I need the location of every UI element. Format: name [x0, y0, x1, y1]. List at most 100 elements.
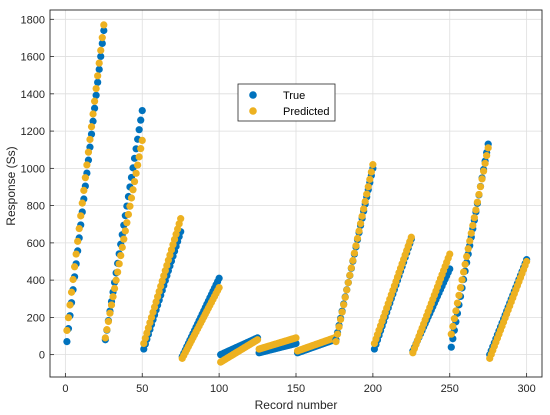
y-tick-label: 1400 — [21, 89, 45, 101]
predicted-point — [115, 260, 123, 268]
predicted-point — [344, 279, 352, 287]
predicted-point — [71, 263, 79, 271]
predicted-point — [347, 264, 355, 272]
legend-box — [237, 83, 336, 122]
predicted-point — [138, 136, 146, 145]
predicted-point — [452, 307, 460, 315]
predicted-point — [453, 299, 462, 307]
true-point — [97, 52, 105, 61]
y-tick-label: 400 — [27, 275, 45, 287]
predicted-point — [66, 301, 74, 309]
predicted-point — [98, 34, 106, 42]
predicted-point — [332, 338, 340, 346]
predicted-point — [340, 301, 348, 309]
y-tick-label: 800 — [27, 201, 45, 213]
predicted-point — [74, 237, 82, 245]
legend-marker-true — [249, 91, 257, 99]
predicted-point — [117, 251, 125, 260]
true-point — [63, 338, 71, 346]
predicted-point — [114, 268, 122, 276]
predicted-point — [67, 288, 76, 296]
predicted-point — [106, 309, 114, 317]
predicted-point — [78, 199, 86, 207]
predicted-point — [75, 224, 83, 233]
predicted-point — [103, 326, 111, 334]
predicted-point — [104, 317, 113, 326]
predicted-point — [97, 46, 105, 54]
x-tick-label: 50 — [136, 383, 148, 395]
predicted-point — [367, 168, 375, 176]
predicted-point — [360, 205, 368, 213]
predicted-point — [127, 194, 136, 202]
predicted-point — [135, 153, 143, 161]
predicted-point — [369, 161, 377, 169]
true-point — [137, 116, 145, 124]
predicted-point — [109, 293, 117, 301]
predicted-point — [358, 212, 366, 220]
predicted-point — [333, 330, 342, 338]
predicted-point — [343, 286, 351, 294]
predicted-point — [466, 237, 474, 245]
predicted-point — [366, 175, 374, 183]
predicted-point — [90, 97, 99, 105]
predicted-point — [95, 59, 103, 67]
predicted-point — [475, 190, 483, 199]
predicted-point — [110, 284, 119, 293]
predicted-point — [341, 293, 349, 301]
predicted-point — [92, 84, 100, 93]
predicted-point — [120, 235, 128, 243]
predicted-point — [449, 322, 457, 330]
legend: True Predicted — [237, 83, 336, 122]
predicted-point — [177, 215, 185, 223]
true-point — [135, 126, 143, 134]
predicted-point — [126, 202, 134, 210]
true-point — [89, 117, 97, 125]
predicted-point — [455, 291, 463, 299]
predicted-point — [86, 135, 94, 144]
predicted-point — [476, 183, 485, 191]
predicted-point — [64, 314, 73, 322]
predicted-point — [363, 190, 371, 198]
predicted-point — [446, 250, 454, 258]
predicted-point — [215, 283, 223, 292]
predicted-point — [72, 250, 80, 258]
y-tick-label: 1800 — [21, 14, 45, 26]
predicted-point — [137, 145, 145, 153]
predicted-point — [350, 249, 359, 257]
predicted-point — [130, 177, 139, 186]
predicted-point — [123, 219, 131, 227]
predicted-point — [478, 175, 486, 183]
true-point — [95, 65, 103, 73]
true-point — [138, 106, 146, 115]
predicted-point — [118, 243, 126, 251]
data-points — [63, 21, 531, 366]
x-tick-label: 250 — [441, 383, 459, 395]
predicted-point — [467, 229, 475, 237]
predicted-point — [346, 271, 354, 279]
y-tick-label: 0 — [39, 350, 45, 362]
predicted-point — [87, 123, 96, 131]
y-tick-label: 1000 — [21, 163, 45, 175]
predicted-point — [473, 198, 482, 206]
predicted-point — [83, 161, 91, 169]
x-tick-label: 200 — [364, 383, 382, 395]
predicted-point — [335, 323, 343, 331]
predicted-point — [361, 197, 369, 206]
predicted-point — [349, 256, 357, 265]
predicted-point — [479, 167, 488, 175]
true-point — [92, 91, 100, 99]
true-point — [98, 39, 106, 48]
y-axis-label: Response (Ss) — [4, 146, 18, 225]
predicted-point — [292, 334, 300, 342]
true-point — [100, 26, 108, 35]
predicted-point — [523, 257, 531, 266]
y-tick-label: 200 — [27, 312, 45, 324]
predicted-point — [469, 221, 477, 230]
x-tick-label: 300 — [517, 383, 535, 395]
predicted-point — [481, 159, 489, 167]
x-tick-label: 100 — [210, 383, 228, 395]
legend-marker-predicted — [249, 107, 257, 115]
predicted-point — [63, 326, 71, 335]
predicted-point — [470, 214, 478, 222]
